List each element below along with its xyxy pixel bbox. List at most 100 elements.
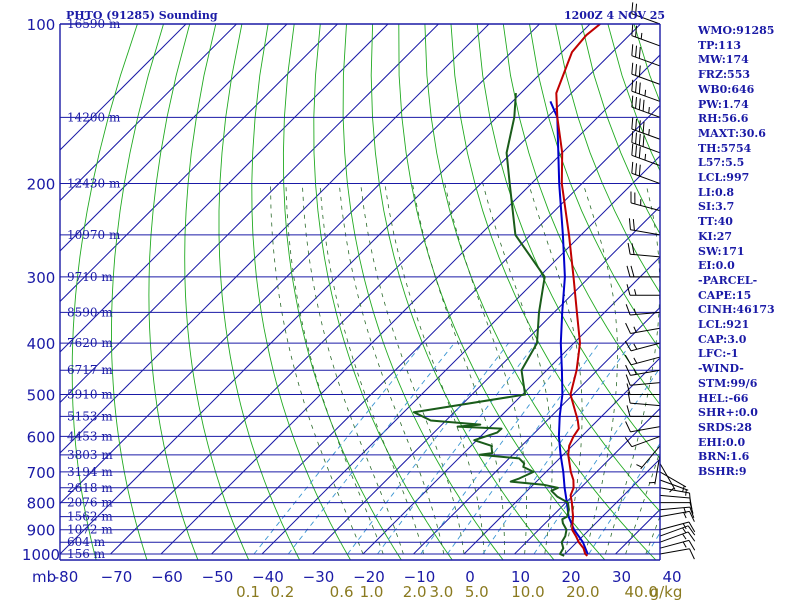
wind-barb-half-flag — [682, 523, 687, 530]
wind-barb — [631, 95, 661, 118]
isotherm-line — [312, 205, 660, 555]
sounding-index: WMO:91285 — [698, 24, 775, 37]
isobar-lines — [60, 23, 660, 555]
sounding-index: CAP:3.0 — [698, 332, 747, 346]
wind-barb-half-flag — [682, 533, 687, 540]
wind-barb — [636, 445, 661, 470]
wind-barb-flag — [635, 145, 638, 157]
station-title: PHTO (91285) Sounding — [66, 9, 218, 22]
wind-barb — [631, 24, 661, 47]
wind-barb-flag — [638, 133, 641, 146]
wind-barb — [659, 510, 695, 522]
sounding-indices-panel: WMO:91285 TP:113 MW:174 FRZ:553 WB0:646 PW:1.… — [698, 24, 798, 480]
sounding-index: SI:3.7 — [698, 200, 735, 214]
wind-barb-flag — [638, 98, 641, 110]
wind-barb-flag — [635, 163, 638, 175]
dry-adiabat-line — [111, 24, 164, 560]
wind-barb-flag — [638, 47, 641, 59]
sounding-index: MAXT:30.6 — [698, 126, 766, 140]
sounding-index: SRDS:28 — [698, 420, 752, 434]
temperature-tick-label: −70 — [101, 568, 133, 586]
sounding-index: SHR+:0.0 — [698, 406, 758, 420]
wind-barb-staff — [630, 369, 661, 376]
wind-barb-half-flag — [644, 89, 647, 97]
wind-barb-flag — [635, 118, 638, 131]
sounding-index: -PARCEL- — [698, 273, 758, 287]
wind-barb — [631, 62, 661, 85]
temperature-tick-label: −10 — [404, 568, 436, 586]
sounding-index: MW:174 — [698, 53, 749, 67]
wind-barb-half-flag — [683, 507, 687, 514]
sounding-index: STM:99/6 — [698, 376, 758, 390]
temperature-tick-label: −50 — [202, 568, 234, 586]
pressure-tick-label: 400 — [27, 335, 56, 353]
temperature-tick-label: −30 — [303, 568, 335, 586]
dry-adiabat-line — [218, 24, 301, 560]
pressure-tick-label: 300 — [27, 269, 56, 287]
wind-barb — [631, 2, 661, 25]
temperature-profile-line — [555, 24, 601, 557]
isotherm-line — [60, 24, 187, 151]
wind-barb-flag — [626, 405, 631, 417]
wind-barb-staff — [631, 73, 661, 85]
wind-barb-flag — [689, 548, 695, 560]
sounding-index: BSHR:9 — [698, 465, 747, 479]
wind-barb-flag — [689, 511, 695, 522]
wind-barb-flag — [627, 391, 631, 404]
wind-barb-flag — [625, 374, 631, 386]
wind-barb-half-flag — [633, 343, 638, 350]
wind-barb-half-flag — [636, 464, 643, 468]
height-label: 9710 m — [67, 270, 113, 284]
dry-adiabat-line — [450, 24, 660, 513]
dry-adiabat-line — [476, 24, 660, 459]
wind-barb — [626, 265, 660, 278]
wind-barb-flag — [631, 131, 634, 143]
wind-barb-staff — [630, 202, 661, 212]
sounding-index: EHI:0.0 — [698, 435, 746, 449]
wind-barb-staff — [659, 548, 690, 555]
chart-axes: 0.1 0.2 0.6 1.0 2.0 3.0 5.0 10.0 20.0 40.0g/kg100… — [22, 16, 682, 600]
wind-barb-flag — [631, 243, 635, 255]
height-label: 156 m — [67, 547, 106, 561]
height-label: 5153 m — [67, 409, 113, 423]
isotherm-line — [211, 104, 660, 555]
dry-adiabat-line — [555, 24, 660, 294]
dewpoint-profile-line — [412, 93, 570, 557]
wind-barb-half-flag — [682, 527, 687, 534]
wind-barb — [625, 421, 661, 433]
temperature-tick-label: 10 — [511, 568, 530, 586]
sounding-index: CINH:46173 — [698, 303, 775, 317]
wind-barb — [659, 506, 695, 518]
wind-barb-staff — [659, 521, 690, 531]
wind-barb-flag — [624, 354, 632, 366]
height-label: 3803 m — [67, 448, 113, 462]
wind-barb-staff — [654, 454, 661, 485]
pressure-tick-label: 600 — [27, 428, 56, 446]
wind-barb-flag — [631, 95, 634, 108]
height-label: 1072 m — [67, 523, 113, 537]
wind-barb-flag — [687, 525, 696, 536]
wind-barb-flag — [635, 3, 638, 16]
wind-barb-flag — [635, 64, 638, 76]
sounding-index: WB0:646 — [698, 82, 755, 96]
wind-barb-flag — [689, 506, 695, 518]
height-label: 8590 m — [67, 305, 113, 319]
mixing-ratio-unit: g/kg — [650, 583, 683, 600]
wind-barb-flag — [624, 340, 632, 352]
wind-barb-staff — [630, 311, 661, 316]
sounding-index: L57:5.5 — [698, 156, 745, 170]
isotherm-line — [110, 24, 641, 555]
mixing-ratio-label: 20.0 — [566, 583, 599, 600]
wind-barb-staff — [659, 539, 690, 549]
dry-adiabat-line — [251, 24, 352, 560]
wind-barb — [626, 383, 660, 395]
sounding-index: LCL:921 — [698, 318, 750, 332]
wind-barb-staff — [640, 445, 661, 470]
wind-barb-half-flag — [634, 289, 637, 296]
height-label: 6717 m — [67, 363, 113, 377]
wind-barb-staff — [630, 382, 661, 386]
wind-barb-half-flag — [648, 128, 650, 136]
temperature-tick-label: 0 — [465, 568, 475, 586]
wind-barb — [631, 117, 661, 140]
sounding-index: TP:113 — [698, 38, 742, 52]
